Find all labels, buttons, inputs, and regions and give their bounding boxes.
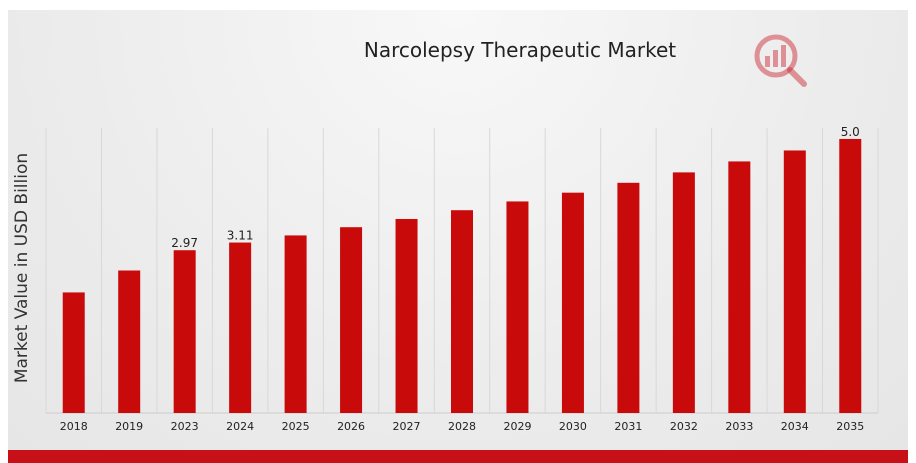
grid-lines	[45, 128, 879, 413]
chart-title: Narcolepsy Therapeutic Market	[363, 38, 677, 62]
bar-2019	[118, 270, 141, 413]
bar-2029	[506, 201, 529, 413]
x-tick-2030: 2030	[559, 420, 587, 433]
bar-2031	[617, 182, 640, 413]
bar-2024	[229, 242, 252, 413]
bar-2032	[672, 172, 695, 413]
x-tick-2018: 2018	[60, 420, 88, 433]
bar-2034	[783, 150, 806, 413]
x-tick-2025: 2025	[282, 420, 310, 433]
bar-2025	[284, 235, 307, 413]
x-tick-2029: 2029	[503, 420, 531, 433]
data-label-2035: 5.0	[841, 125, 860, 139]
bar-group	[62, 138, 862, 413]
bar-2035	[839, 138, 862, 413]
x-tick-2032: 2032	[670, 420, 698, 433]
bar-2027	[395, 218, 418, 413]
data-label-2024: 3.11	[227, 229, 254, 243]
x-tick-2026: 2026	[337, 420, 365, 433]
data-labels: 2.97 3.11 5.0	[171, 125, 860, 250]
bar-2028	[451, 210, 473, 413]
x-tick-2019: 2019	[115, 420, 143, 433]
bar-2023	[173, 250, 196, 413]
bar-2026	[340, 227, 363, 413]
x-tick-2031: 2031	[614, 420, 642, 433]
x-tick-2028: 2028	[448, 420, 476, 433]
x-tick-2023: 2023	[171, 420, 199, 433]
x-tick-2033: 2033	[725, 420, 753, 433]
bar-2033	[728, 161, 751, 413]
chart-magnifier-icon	[754, 34, 807, 87]
data-label-2023: 2.97	[171, 236, 198, 250]
x-tick-2024: 2024	[226, 420, 254, 433]
bar-2030	[561, 192, 584, 413]
x-tick-2034: 2034	[781, 420, 809, 433]
bar-2018	[62, 292, 85, 413]
x-tick-2027: 2027	[393, 420, 421, 433]
x-tick-labels: 2018 2019 2023 2024 2025 2026 2027 2028 2029 2030…	[60, 420, 865, 433]
x-tick-2035: 2035	[836, 420, 864, 433]
footer-accent-bar	[8, 450, 908, 463]
